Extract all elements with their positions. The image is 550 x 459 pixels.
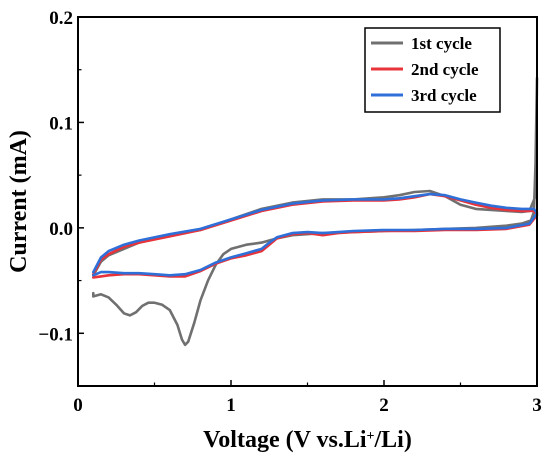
- y-tick-label-2: 0.1: [49, 113, 73, 134]
- legend-label-3: 3rd cycle: [411, 86, 477, 105]
- x-tick-label-1: 1: [226, 395, 236, 416]
- x-tick-label-3: 3: [532, 395, 542, 416]
- legend-label-2: 2nd cycle: [411, 60, 479, 79]
- x-tick-label-2: 2: [379, 395, 389, 416]
- y-axis-title: Current (mA): [6, 130, 32, 273]
- ticks-layer: 0 1 2 3 −0.1 0.0 0.1 0.2: [38, 8, 541, 416]
- series-layer: [92, 76, 539, 347]
- legend: 1st cycle 2nd cycle 3rd cycle: [364, 27, 501, 113]
- x-axis-title-main: Voltage (V vs.Li: [203, 427, 367, 453]
- series-line-3: [92, 192, 539, 277]
- x-axis-title-sup: +: [367, 429, 375, 444]
- legend-label-1: 1st cycle: [411, 34, 472, 53]
- y-tick-label-0: −0.1: [38, 324, 73, 345]
- x-axis-title-end: /Li): [374, 427, 412, 453]
- x-axis-title: Voltage (V vs.Li+/Li): [203, 427, 412, 453]
- y-tick-label-1: 0.0: [49, 219, 73, 240]
- x-tick-label-0: 0: [73, 395, 83, 416]
- series-line-1: [92, 76, 539, 347]
- y-tick-label-3: 0.2: [49, 8, 73, 29]
